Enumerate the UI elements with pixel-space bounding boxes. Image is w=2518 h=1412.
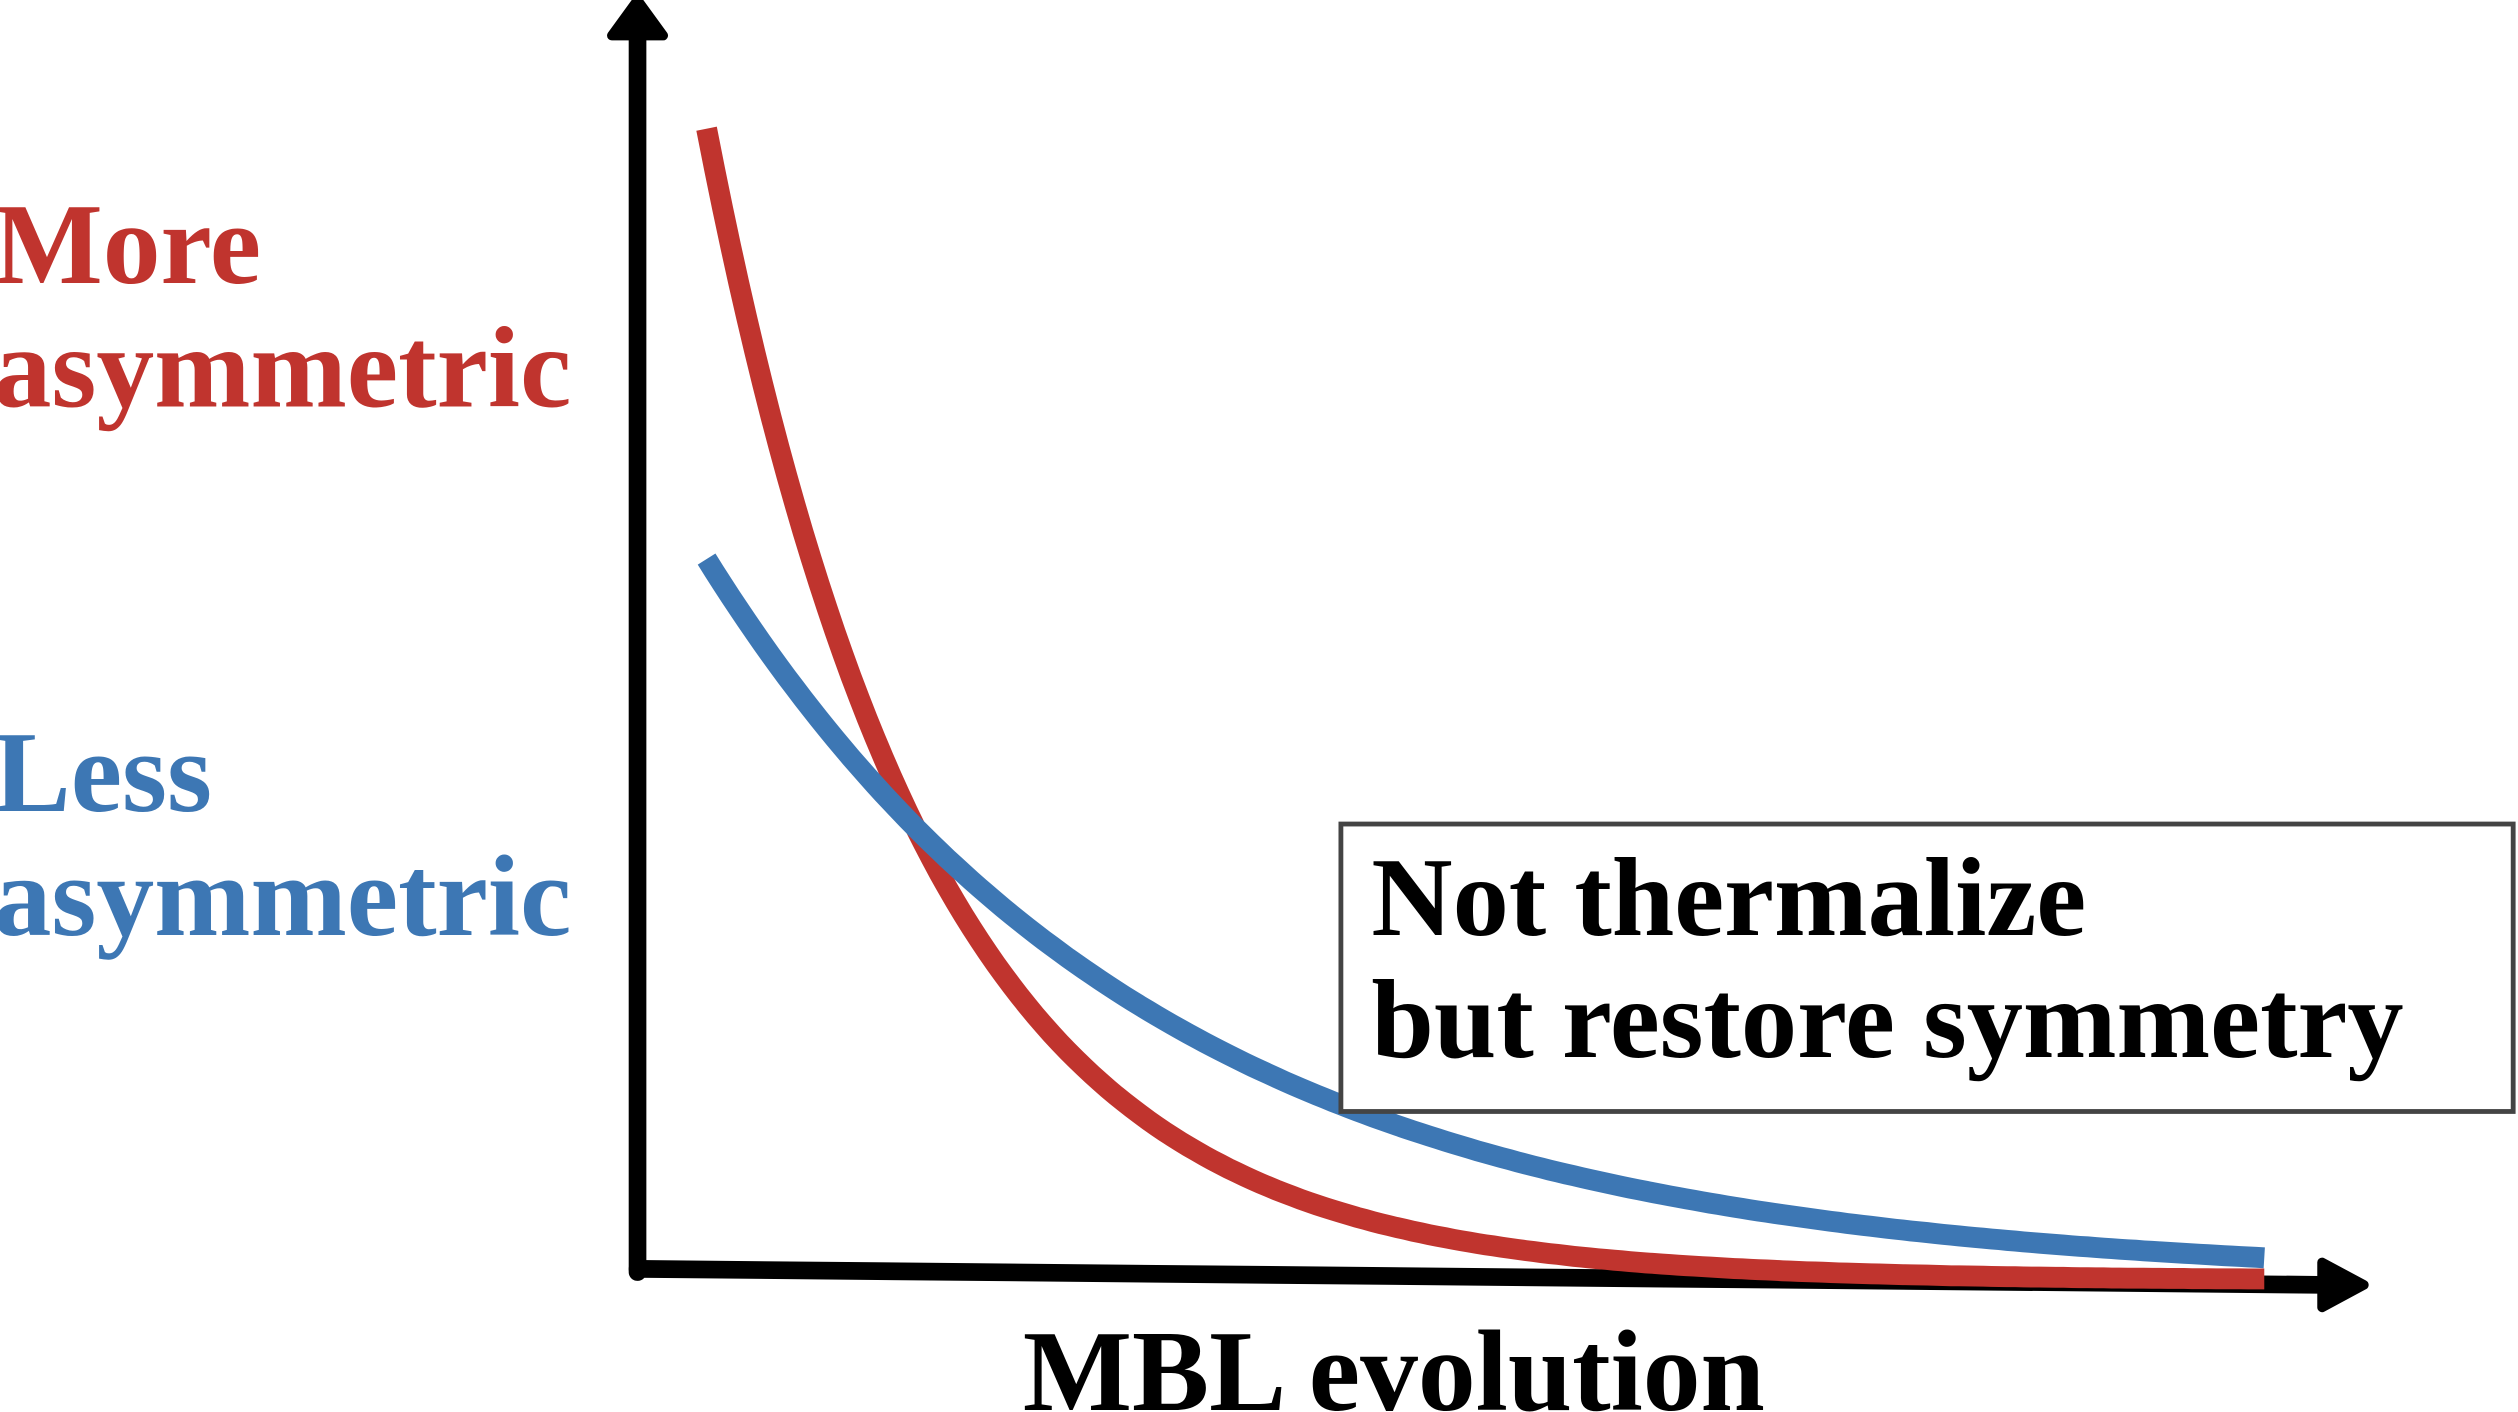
annotation-box xyxy=(1338,821,2516,1114)
label-less-line1: Less xyxy=(0,709,212,837)
annotation-line1: Not thermalize xyxy=(1371,836,2086,960)
y-axis-arrow-icon xyxy=(607,0,669,41)
curve-less-asymmetric xyxy=(697,553,2265,1269)
label-more-line2: asymmetric xyxy=(0,305,571,433)
annotation-line2: but restore symmetry xyxy=(1371,958,2403,1082)
curve-more-asymmetric xyxy=(696,126,2265,1290)
label-less-line2: asymmetric xyxy=(0,833,571,961)
x-axis-label: MBL evolution xyxy=(1023,1308,1765,1412)
x-axis-arrow-icon xyxy=(2317,1257,2369,1313)
label-more-line1: More xyxy=(0,181,261,309)
